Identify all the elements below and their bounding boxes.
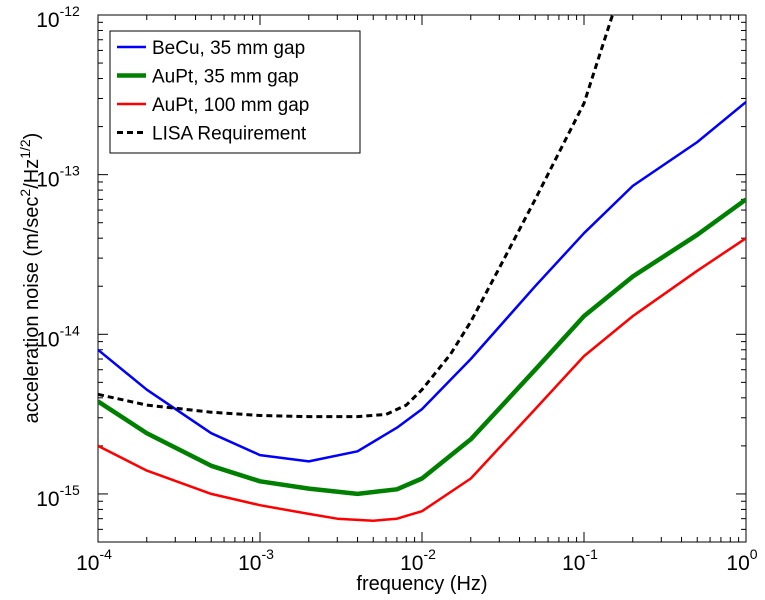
y-tick-label: 10-15: [36, 482, 80, 511]
series-line: [98, 15, 614, 419]
x-tick-label: 10-1: [562, 546, 598, 575]
x-tick-label: 100: [726, 546, 757, 575]
series-line: [98, 237, 746, 522]
legend-label: AuPt, 35 mm gap: [152, 67, 299, 88]
x-tick-label: 10-4: [76, 546, 112, 575]
y-tick-labels: 10-15 10-14 10-13 10-12: [36, 3, 80, 511]
y-axis-label: acceleration noise (m/sec2/Hz1/2): [17, 133, 43, 424]
x-tick-labels: 10-4 10-3 10-2 10-1 100: [76, 546, 758, 575]
legend-box: [109, 30, 361, 154]
legend-label: LISA Requirement: [152, 124, 307, 145]
series-line: [98, 101, 746, 463]
series-line: [98, 197, 746, 497]
x-tick-label: 10-2: [400, 546, 436, 575]
x-axis-label: frequency (Hz): [356, 573, 487, 595]
y-tick-label: 10-12: [36, 3, 80, 32]
legend: BeCu, 35 mm gap AuPt, 35 mm gap AuPt, 100 …: [109, 30, 361, 154]
x-tick-label: 10-3: [238, 546, 274, 575]
series-group: [98, 15, 746, 522]
legend-label: AuPt, 100 mm gap: [152, 95, 309, 116]
legend-label: BeCu, 35 mm gap: [152, 38, 305, 59]
y-tick-label: 10-14: [36, 322, 80, 351]
y-tick-label: 10-13: [36, 163, 80, 192]
